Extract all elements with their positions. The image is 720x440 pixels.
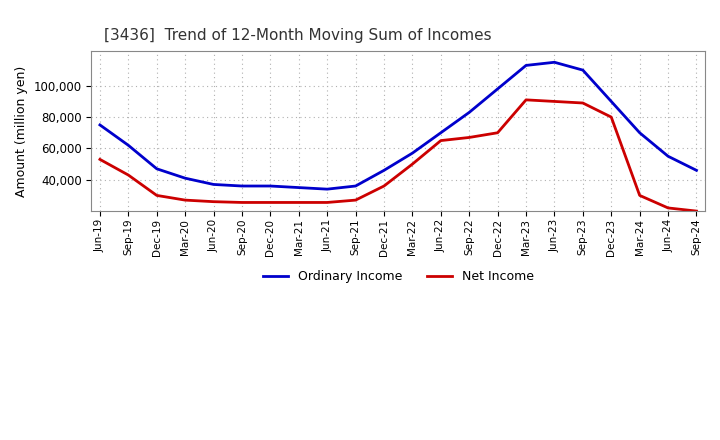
Ordinary Income xyxy=(181,176,189,181)
Net Income xyxy=(153,193,161,198)
Net Income xyxy=(522,97,531,103)
Ordinary Income xyxy=(379,168,388,173)
Net Income xyxy=(351,198,360,203)
Ordinary Income xyxy=(436,130,445,136)
Ordinary Income xyxy=(664,154,672,159)
Ordinary Income xyxy=(408,150,417,156)
Ordinary Income xyxy=(522,63,531,68)
Ordinary Income xyxy=(635,130,644,136)
Ordinary Income xyxy=(550,60,559,65)
Ordinary Income xyxy=(294,185,303,190)
Ordinary Income xyxy=(465,110,474,115)
Net Income xyxy=(238,200,246,205)
Ordinary Income xyxy=(153,166,161,172)
Line: Net Income: Net Income xyxy=(100,100,696,211)
Net Income xyxy=(408,161,417,167)
Net Income xyxy=(294,200,303,205)
Net Income xyxy=(493,130,502,136)
Net Income xyxy=(323,200,331,205)
Net Income xyxy=(436,138,445,143)
Ordinary Income xyxy=(96,122,104,128)
Ordinary Income xyxy=(692,168,701,173)
Net Income xyxy=(266,200,275,205)
Net Income xyxy=(210,199,218,204)
Text: [3436]  Trend of 12-Month Moving Sum of Incomes: [3436] Trend of 12-Month Moving Sum of I… xyxy=(104,28,491,43)
Ordinary Income xyxy=(238,183,246,189)
Ordinary Income xyxy=(266,183,275,189)
Net Income xyxy=(379,183,388,189)
Line: Ordinary Income: Ordinary Income xyxy=(100,62,696,189)
Y-axis label: Amount (million yen): Amount (million yen) xyxy=(15,66,28,197)
Net Income xyxy=(692,209,701,214)
Ordinary Income xyxy=(607,99,616,104)
Ordinary Income xyxy=(351,183,360,189)
Net Income xyxy=(664,205,672,211)
Net Income xyxy=(579,100,588,106)
Net Income xyxy=(550,99,559,104)
Net Income xyxy=(635,193,644,198)
Net Income xyxy=(607,114,616,120)
Ordinary Income xyxy=(323,187,331,192)
Net Income xyxy=(96,157,104,162)
Net Income xyxy=(465,135,474,140)
Net Income xyxy=(124,172,132,178)
Ordinary Income xyxy=(124,143,132,148)
Ordinary Income xyxy=(579,67,588,73)
Net Income xyxy=(181,198,189,203)
Ordinary Income xyxy=(493,86,502,92)
Ordinary Income xyxy=(210,182,218,187)
Legend: Ordinary Income, Net Income: Ordinary Income, Net Income xyxy=(258,265,539,288)
